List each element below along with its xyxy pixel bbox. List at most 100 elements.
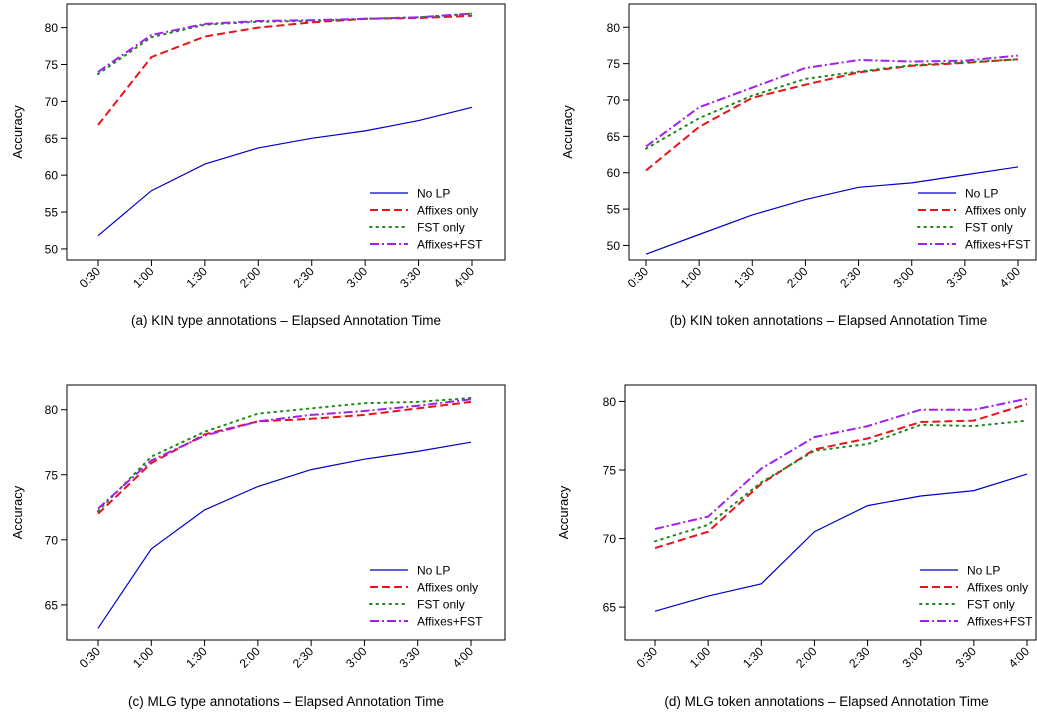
- x-tick-label: 1:30: [740, 644, 767, 671]
- series-line-fst-only: [654, 419, 1028, 543]
- y-tick-label: 50: [45, 242, 59, 256]
- legend-entry: Affixes+FST: [417, 238, 483, 252]
- x-tick-label: 4:00: [450, 644, 477, 671]
- legend-entry: Affixes only: [417, 204, 478, 218]
- legend: No LP Affixes only FST only Affixes+FST: [369, 187, 483, 252]
- x-tick-label: 3:30: [396, 644, 423, 671]
- legend-entry: Affixes+FST: [417, 615, 483, 629]
- x-tick-label: 3:00: [343, 644, 370, 671]
- y-tick-label: 65: [45, 132, 59, 146]
- x-tick-label: 1:30: [183, 644, 210, 671]
- plot-frame: [66, 3, 506, 261]
- y-tick-label: 80: [45, 21, 59, 35]
- series-line-no-lp: [97, 106, 473, 237]
- x-tick-label: 4:00: [997, 264, 1024, 291]
- y-tick-label: 80: [45, 403, 59, 417]
- x-tick-label: 1:00: [687, 644, 714, 671]
- series-line-affixes-fst: [654, 397, 1028, 530]
- y-axis-label: Accuracy: [560, 105, 575, 159]
- panel-caption: (c) MLG type annotations – Elapsed Annot…: [128, 694, 444, 709]
- x-tick-label: 2:00: [793, 644, 820, 671]
- series-line-affixes-fst: [97, 12, 473, 73]
- x-tick-label: 2:00: [237, 644, 264, 671]
- y-axis-label: Accuracy: [10, 485, 25, 539]
- panel-caption: (b) KIN token annotations – Elapsed Anno…: [670, 313, 987, 328]
- plot-frame: [66, 384, 506, 641]
- x-tick-label: 0:30: [77, 644, 104, 671]
- y-tick-label: 70: [603, 532, 617, 546]
- x-tick-label: 1:30: [184, 264, 211, 291]
- chart-panel-2: 50 55 60 65 70 75 80 0:30 1:00 1:30 2:00 2:30 3:00 3:…: [560, 3, 1037, 328]
- y-tick-label: 65: [45, 598, 59, 612]
- legend-entry: FST only: [965, 221, 1013, 235]
- legend-entry: Affixes+FST: [965, 238, 1031, 252]
- x-tick-label: 1:30: [731, 264, 758, 291]
- legend-entry: FST only: [417, 598, 465, 612]
- x-tick-label: 3:00: [344, 264, 371, 291]
- series-line-affixes-fst: [645, 54, 1019, 148]
- y-tick-label: 80: [607, 21, 621, 35]
- x-tick-label: 2:00: [237, 264, 264, 291]
- y-axis-label: Accuracy: [556, 485, 571, 539]
- panel-caption: (d) MLG token annotations – Elapsed Anno…: [664, 694, 988, 709]
- legend-entry: Affixes only: [967, 581, 1028, 595]
- y-tick-label: 50: [607, 239, 621, 253]
- legend: No LP Affixes only FST only Affixes+FST: [917, 187, 1031, 252]
- y-tick-label: 75: [607, 57, 621, 71]
- y-tick-label: 70: [607, 94, 621, 108]
- y-axis-label: Accuracy: [10, 105, 25, 159]
- x-tick-label: 3:00: [899, 644, 926, 671]
- series-line-fst-only: [97, 397, 472, 513]
- legend: No LP Affixes only FST only Affixes+FST: [919, 564, 1033, 629]
- series-line-affixes-only: [97, 14, 473, 126]
- x-tick-label: 0:30: [625, 264, 652, 291]
- series-line-affixes-only: [97, 400, 472, 515]
- y-tick-label: 60: [45, 169, 59, 183]
- x-tick-label: 3:30: [953, 644, 980, 671]
- legend-entry: No LP: [967, 564, 1000, 578]
- chart-panel-4: 65 70 75 80 0:30 1:00 1:30 2:00 2:30 3:00 3:30 4:00…: [556, 384, 1037, 709]
- x-tick-label: 2:30: [290, 644, 317, 671]
- x-tick-label: 1:00: [130, 644, 157, 671]
- series-line-no-lp: [654, 473, 1028, 612]
- x-tick-label: 2:00: [784, 264, 811, 291]
- plot-frame: [628, 3, 1037, 261]
- x-tick-label: 3:00: [890, 264, 917, 291]
- y-tick-label: 60: [607, 166, 621, 180]
- legend-entry: FST only: [967, 598, 1015, 612]
- y-tick-label: 65: [607, 130, 621, 144]
- legend-entry: FST only: [417, 221, 465, 235]
- legend: No LP Affixes only FST only Affixes+FST: [369, 564, 483, 629]
- x-tick-label: 2:30: [290, 264, 317, 291]
- chart-panel-1: 50 55 60 65 70 75 80 0:30 1:00 1:30 2:00 2:30 3:00 3:…: [10, 3, 506, 328]
- x-tick-label: 4:00: [1006, 644, 1033, 671]
- legend-entry: Affixes only: [417, 581, 478, 595]
- y-tick-label: 55: [607, 203, 621, 217]
- y-tick-label: 65: [603, 601, 617, 615]
- legend-entry: Affixes only: [965, 204, 1026, 218]
- series-line-no-lp: [97, 441, 472, 629]
- y-tick-label: 70: [45, 95, 59, 109]
- legend-entry: No LP: [965, 187, 998, 201]
- x-tick-label: 1:00: [130, 264, 157, 291]
- y-tick-label: 80: [603, 395, 617, 409]
- x-tick-label: 3:30: [944, 264, 971, 291]
- y-tick-label: 55: [45, 206, 59, 220]
- series-line-fst-only: [645, 58, 1019, 150]
- series-line-fst-only: [97, 12, 473, 76]
- legend-entry: No LP: [417, 564, 450, 578]
- plot-frame: [624, 384, 1037, 641]
- series-line-affixes-fst: [97, 398, 472, 510]
- x-tick-label: 0:30: [634, 644, 661, 671]
- panel-caption: (a) KIN type annotations – Elapsed Annot…: [131, 313, 441, 328]
- y-tick-label: 75: [45, 468, 59, 482]
- chart-panel-3: 65 70 75 80 0:30 1:00 1:30 2:00 2:30 3:00 3:30 4:00…: [10, 384, 506, 709]
- x-tick-label: 1:00: [678, 264, 705, 291]
- x-tick-label: 0:30: [77, 264, 104, 291]
- legend-entry: No LP: [417, 187, 450, 201]
- x-tick-label: 2:30: [846, 644, 873, 671]
- series-line-affixes-only: [654, 403, 1028, 550]
- x-tick-label: 4:00: [451, 264, 478, 291]
- legend-entry: Affixes+FST: [967, 615, 1033, 629]
